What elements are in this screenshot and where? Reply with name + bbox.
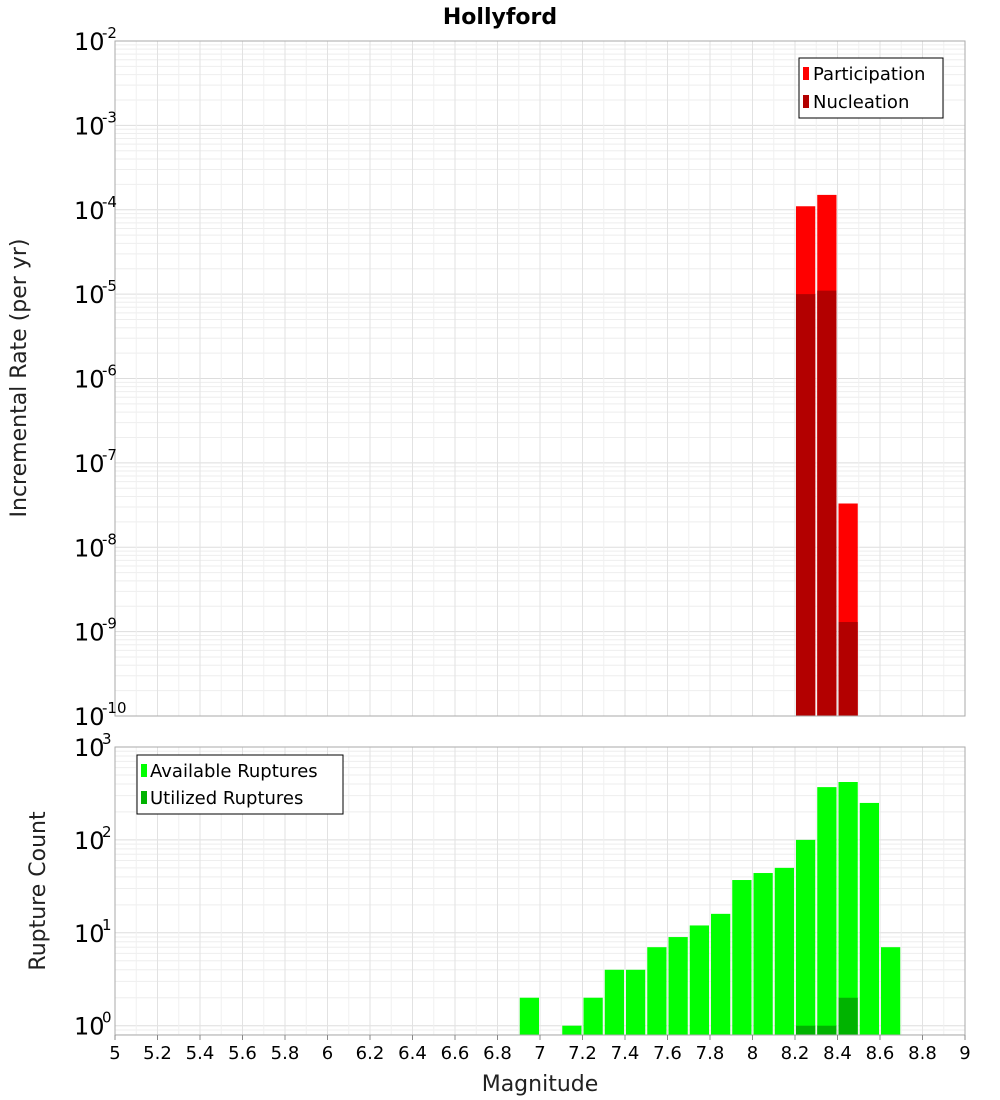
- rate-bars: [796, 194, 858, 716]
- rates-y-tick-exponent: -4: [102, 193, 117, 211]
- rates-y-tick-base: 10: [74, 534, 105, 562]
- rates-y-tick-exponent: -3: [102, 108, 117, 126]
- rates-y-tick-base: 10: [74, 703, 105, 731]
- x-tick-label: 5.6: [228, 1043, 257, 1064]
- rates-y-tick-exponent: -10: [102, 699, 127, 717]
- rate-plot-border: [114, 40, 966, 717]
- nucleation-legend-label: Nucleation: [813, 92, 909, 113]
- x-tick-label: 6.8: [483, 1043, 512, 1064]
- counts-y-tick-base: 10: [74, 920, 105, 948]
- rates-y-tick-exponent: -6: [102, 362, 117, 380]
- participation-legend-swatch: [803, 67, 809, 80]
- chart-title: Hollyford: [443, 5, 557, 30]
- rates-y-tick-base: 10: [74, 281, 105, 309]
- x-axis-title: Magnitude: [482, 1072, 599, 1097]
- x-tick-label: 8.2: [781, 1043, 810, 1064]
- available-ruptures-bar: [817, 787, 837, 1035]
- rates-y-tick-exponent: -7: [102, 446, 117, 464]
- rates-y-tick-exponent: -2: [102, 24, 117, 42]
- counts-y-tick-exponent: 2: [102, 823, 112, 841]
- available-ruptures-bar: [711, 913, 731, 1035]
- utilized-ruptures-legend-swatch: [141, 791, 147, 804]
- x-tick-label: 7.6: [653, 1043, 682, 1064]
- x-tick-label: 9: [959, 1043, 970, 1064]
- count-legend-box: [136, 754, 344, 815]
- rates-y-tick-exponent: -5: [102, 277, 117, 295]
- available-ruptures-bar: [881, 947, 901, 1035]
- rates-y-tick-base: 10: [74, 619, 105, 647]
- x-tick-label: 8.4: [823, 1043, 852, 1064]
- available-ruptures-bar: [796, 839, 816, 1035]
- utilized-ruptures-bar: [817, 1025, 837, 1035]
- nucleation-bar: [838, 622, 858, 716]
- available-ruptures-bar: [647, 947, 667, 1035]
- available-ruptures-bar: [774, 867, 794, 1035]
- x-tick-label: 5.8: [271, 1043, 300, 1064]
- counts-y-tick-base: 10: [74, 1013, 105, 1041]
- x-tick-label: 5: [109, 1043, 120, 1064]
- rates-y-tick-base: 10: [74, 450, 105, 478]
- available-ruptures-bar: [519, 997, 539, 1035]
- counts-y-tick-base: 10: [74, 827, 105, 855]
- rate-legend: Participation Nucleation: [798, 57, 944, 119]
- count-legend: Available Ruptures Utilized Ruptures: [136, 754, 344, 815]
- utilized-ruptures-legend-label: Utilized Ruptures: [150, 788, 303, 809]
- utilized-ruptures-bar: [838, 997, 858, 1035]
- available-ruptures-bar: [583, 997, 603, 1035]
- available-ruptures-bar: [753, 873, 773, 1035]
- x-tick-label: 8.8: [908, 1043, 937, 1064]
- x-tick-label: 7.4: [611, 1043, 640, 1064]
- x-tick-label: 8.6: [866, 1043, 895, 1064]
- available-ruptures-bar: [732, 880, 752, 1035]
- participation-legend-label: Participation: [813, 64, 925, 85]
- available-ruptures-bar: [838, 782, 858, 1035]
- count-bars: [519, 782, 901, 1035]
- x-tick-label: 6: [322, 1043, 333, 1064]
- rates-y-tick-exponent: -8: [102, 530, 117, 548]
- available-ruptures-bar: [668, 937, 688, 1035]
- rates-y-tick-base: 10: [74, 112, 105, 140]
- available-ruptures-bar: [604, 969, 624, 1035]
- available-ruptures-legend-swatch: [141, 764, 147, 777]
- rates-y-tick-base: 10: [74, 197, 105, 225]
- counts-y-tick-base: 10: [74, 734, 105, 762]
- x-axis-ticks: 5 5.2 5.4 5.6 5.8 6 6.2 6.4 6.6 6.8 7 7.2 7.4 7.6 7.8 8…: [109, 1035, 971, 1064]
- utilized-ruptures-bar: [796, 1025, 816, 1035]
- x-tick-label: 6.4: [398, 1043, 427, 1064]
- count-y-axis-title: Rupture Count: [26, 811, 51, 971]
- x-tick-label: 5.2: [143, 1043, 172, 1064]
- nucleation-bar: [796, 294, 816, 716]
- rate-legend-box: [798, 57, 944, 119]
- available-ruptures-bar: [859, 802, 879, 1035]
- x-tick-label: 5.4: [186, 1043, 215, 1064]
- nucleation-legend-swatch: [803, 95, 809, 108]
- x-tick-label: 6.6: [441, 1043, 470, 1064]
- rates-y-tick-base: 10: [74, 28, 105, 56]
- x-tick-label: 7: [534, 1043, 545, 1064]
- available-ruptures-bar: [689, 925, 709, 1035]
- rates-y-tick-exponent: -9: [102, 615, 117, 633]
- available-ruptures-legend-label: Available Ruptures: [150, 761, 318, 782]
- rates-y-tick-base: 10: [74, 366, 105, 394]
- nucleation-bar: [817, 290, 837, 716]
- counts-y-tick-exponent: 0: [102, 1009, 112, 1027]
- rate-gridlines: [114, 41, 966, 717]
- x-tick-label: 6.2: [356, 1043, 385, 1064]
- available-ruptures-bar: [562, 1025, 582, 1035]
- x-tick-label: 7.8: [696, 1043, 725, 1064]
- x-tick-label: 7.2: [568, 1043, 597, 1064]
- rate-y-axis-title: Incremental Rate (per yr): [7, 239, 32, 518]
- available-ruptures-bar: [626, 969, 646, 1035]
- x-tick-label: 8: [747, 1043, 758, 1064]
- counts-y-tick-exponent: 1: [102, 916, 112, 934]
- counts-y-tick-exponent: 3: [102, 730, 112, 748]
